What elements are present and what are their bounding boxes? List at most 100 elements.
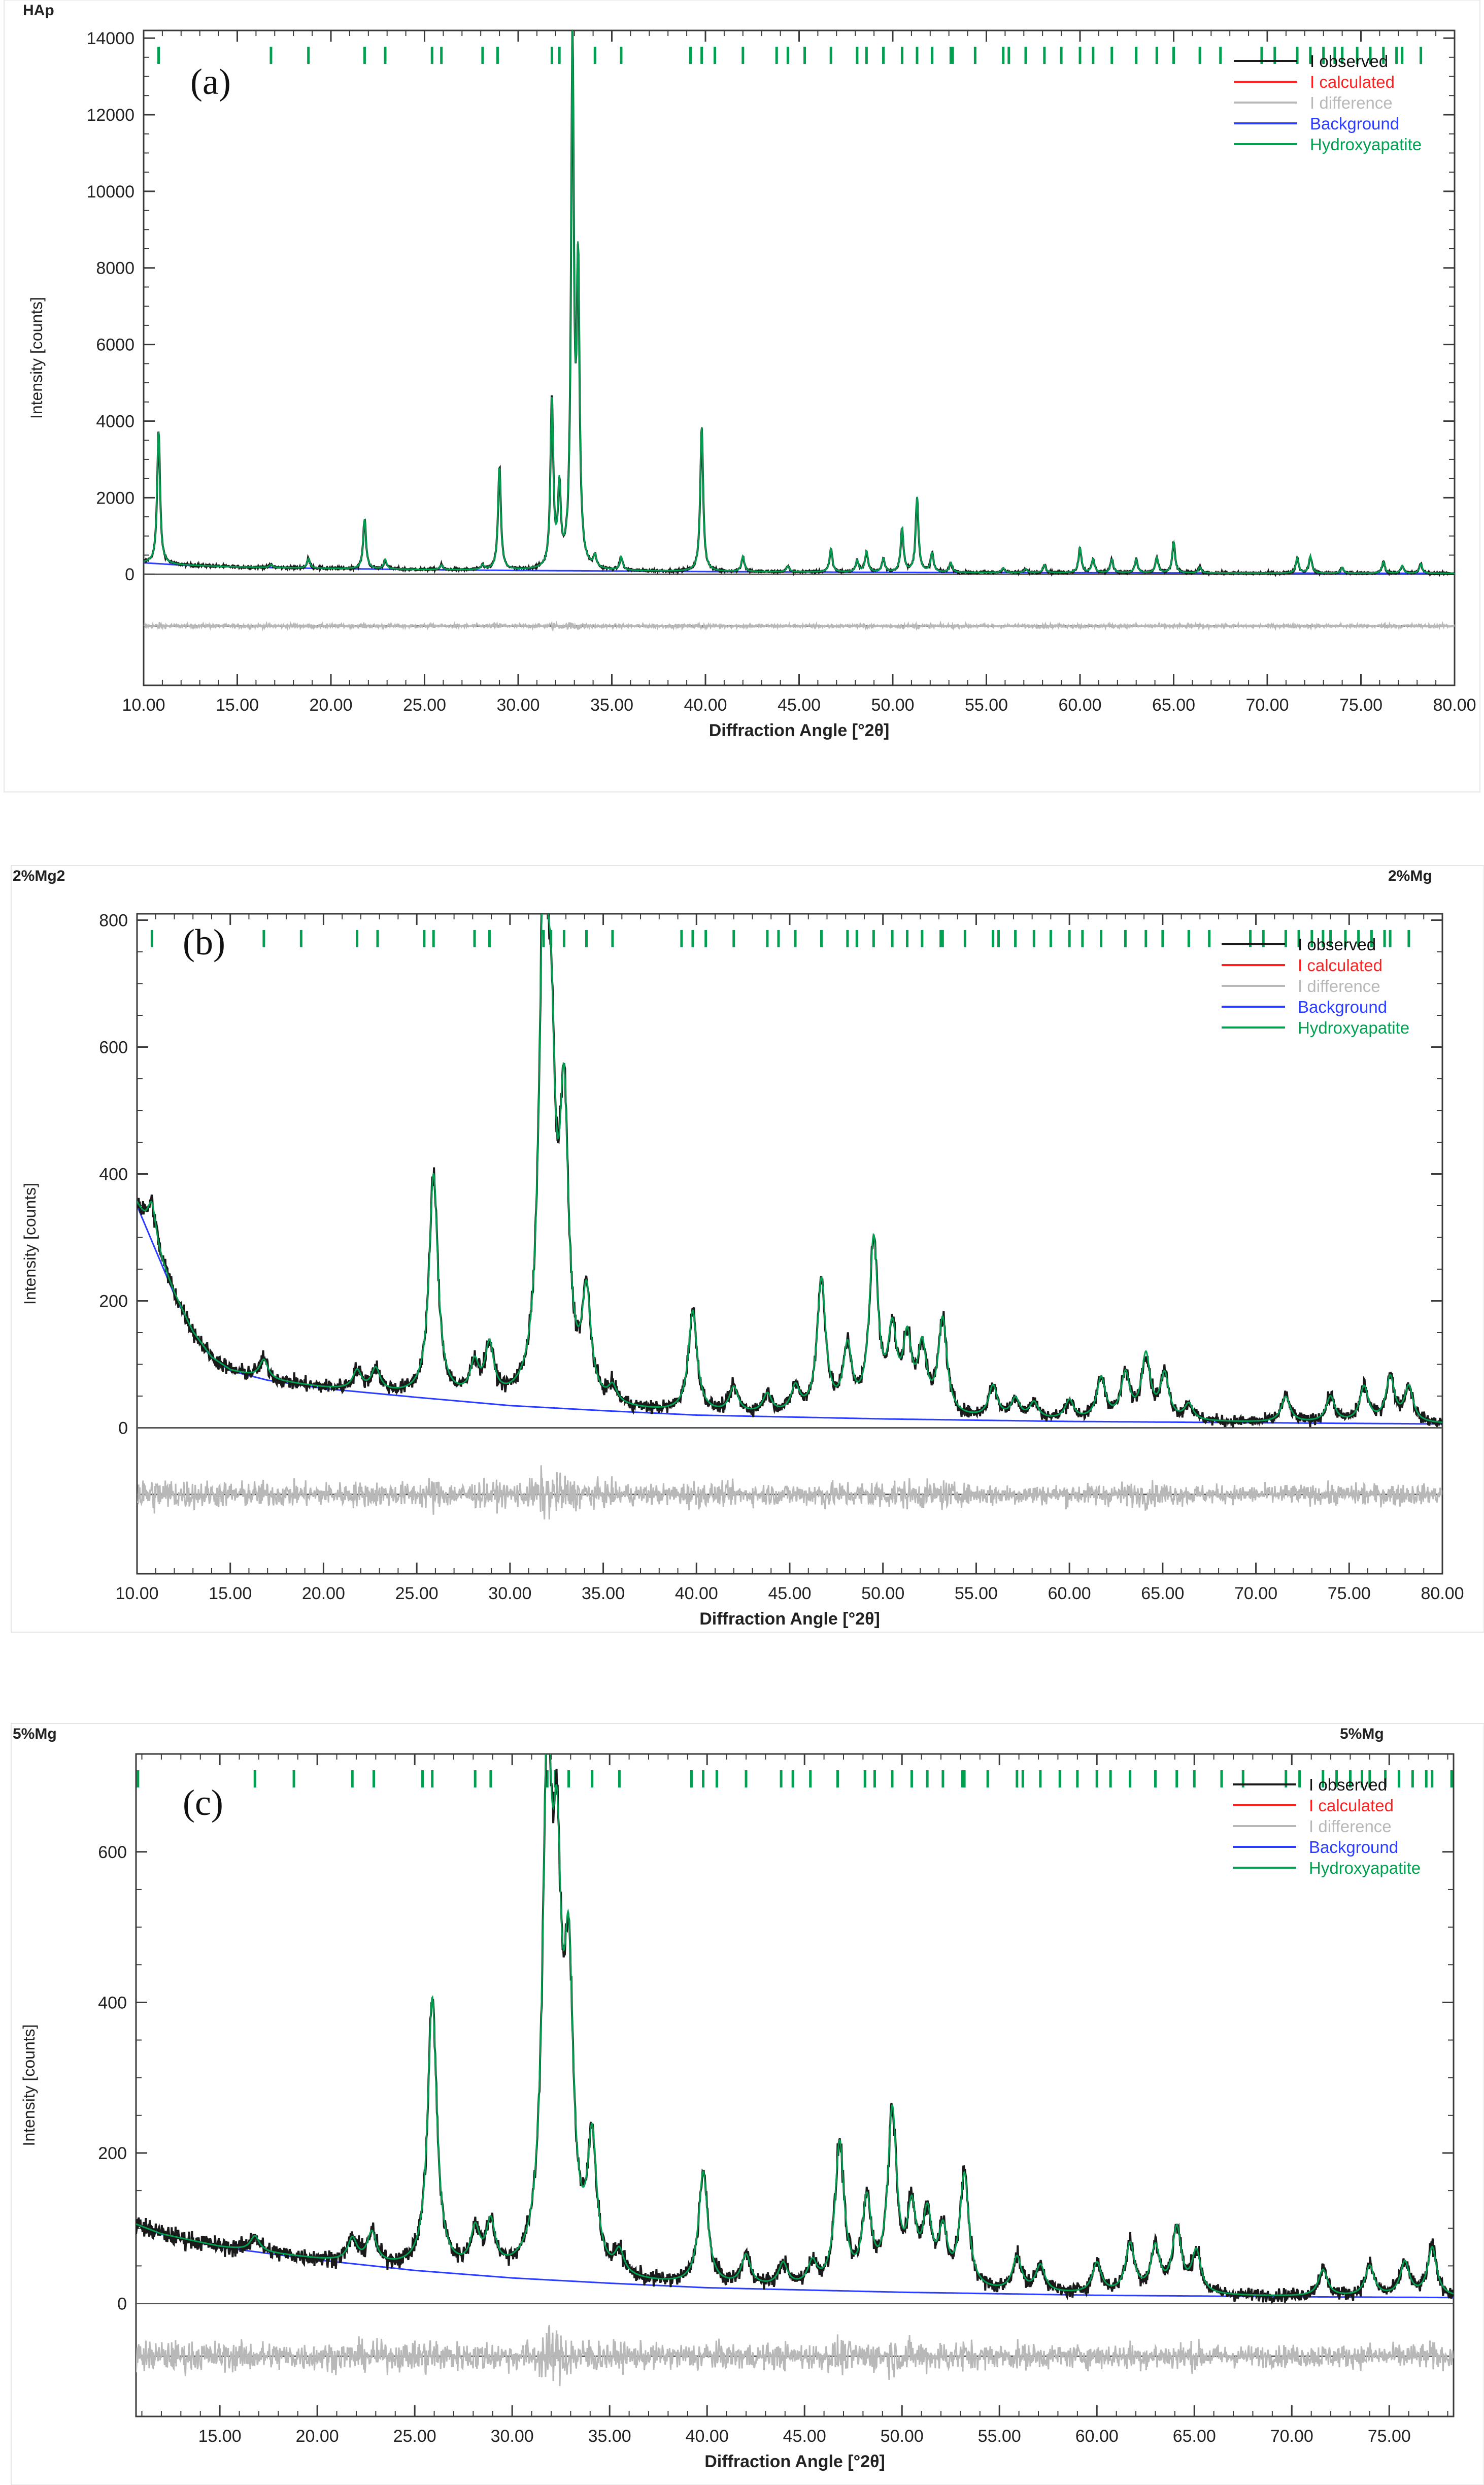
corner-label-right: 5%Mg (1340, 1726, 1384, 1742)
legend-entry: I difference (1310, 93, 1393, 112)
legend-entry: I difference (1298, 977, 1380, 996)
chart-panel-1: HAp(a)0200040006000800010000120001400010… (4, 0, 1480, 792)
y-axis: 0 2000 4000 6000 8000 10000 12000 14000 (86, 29, 1455, 584)
x-tick-label: 30.00 (491, 2427, 534, 2446)
x-tick-label: 15.00 (209, 1584, 252, 1603)
legend-entry: I observed (1309, 1775, 1387, 1794)
series-hydroxyapatite (136, 1754, 1454, 2296)
plot-traces (144, 30, 1455, 632)
chart-panel-2: 2%Mg2 2%Mg (b) 0 200 400 600 800 10.00 15.00 20.00… (11, 865, 1484, 1633)
corner-label-left: HAp (23, 2, 54, 19)
y-tick-label: 0 (118, 1419, 128, 1438)
x-tick-label: 50.00 (861, 1584, 904, 1603)
x-tick-label: 65.00 (1152, 695, 1195, 715)
y-tick-label: 600 (99, 1038, 128, 1057)
y-tick-label: 400 (99, 1165, 128, 1184)
x-tick-label: 55.00 (978, 2427, 1021, 2446)
y-tick-label: 400 (98, 1993, 127, 2012)
legend-entry: Hydroxyapatite (1309, 1859, 1421, 1877)
x-tick-label: 80.00 (1421, 1584, 1464, 1603)
series-hydroxyapatite (144, 30, 1455, 574)
legend-entry: I observed (1298, 935, 1376, 954)
legend-entry: I calculated (1309, 1796, 1394, 1815)
x-axis: 10.00 15.00 20.00 25.00 30.00 35.00 40.00 45.00… (122, 30, 1476, 715)
x-axis-title: Diffraction Angle [°2θ] (704, 2452, 885, 2471)
series-difference (137, 1465, 1442, 1520)
y-axis-title: Intensity [counts] (20, 2024, 38, 2146)
x-tick-label: 35.00 (582, 1584, 625, 1603)
y-tick-label: 0 (117, 2295, 127, 2314)
x-tick-label: 65.00 (1141, 1584, 1184, 1603)
y-tick-label: 0 (125, 565, 134, 584)
y-axis-title: Intensity [counts] (27, 297, 46, 419)
series-difference (136, 2325, 1454, 2387)
y-tick-label: 200 (98, 2144, 127, 2163)
plot-area (135, 1753, 1455, 2417)
panel-label: (a) (190, 61, 231, 102)
legend-entry: I calculated (1298, 956, 1382, 975)
legend: I observed I calculated I difference Backgr… (1233, 1775, 1421, 1877)
x-axis: 15.00 20.00 25.00 30.00 35.00 40.00 45.00 50.00… (141, 1754, 1448, 2446)
reflection-tick-row (137, 1770, 1453, 1787)
x-tick-label: 35.00 (588, 2427, 631, 2446)
x-tick-label: 60.00 (1048, 1584, 1091, 1603)
legend-entry: Hydroxyapatite (1310, 135, 1422, 154)
x-tick-label: 40.00 (675, 1584, 718, 1603)
y-tick-label: 8000 (96, 259, 134, 278)
x-tick-label: 70.00 (1245, 695, 1289, 715)
panel-frame (11, 1723, 1484, 2485)
x-tick-label: 45.00 (783, 2427, 826, 2446)
x-tick-label: 20.00 (309, 695, 352, 715)
panel-frame (4, 0, 1480, 792)
x-tick-label: 60.00 (1058, 695, 1101, 715)
x-tick-label: 30.00 (496, 695, 539, 715)
x-tick-label: 70.00 (1270, 2427, 1313, 2446)
panel-frame (11, 865, 1484, 1633)
y-tick-label: 14000 (86, 29, 134, 48)
y-tick-label: 12000 (86, 106, 134, 125)
y-axis: 0 200 400 600 (98, 1843, 1454, 2314)
x-tick-label: 80.00 (1433, 695, 1476, 715)
y-tick-label: 600 (98, 1843, 127, 1862)
x-tick-label: 30.00 (488, 1584, 531, 1603)
y-tick-label: 800 (99, 911, 128, 931)
legend-entry: I observed (1310, 52, 1388, 71)
y-axis: 0 200 400 600 800 (99, 911, 1442, 1438)
plot-traces (136, 1754, 1454, 2387)
x-axis-title: Diffraction Angle [°2θ] (699, 1609, 880, 1629)
y-tick-label: 10000 (86, 182, 134, 202)
x-tick-label: 25.00 (395, 1584, 439, 1603)
panel-label: (c) (183, 1782, 223, 1823)
panel-label: (b) (183, 922, 225, 963)
x-tick-label: 55.00 (955, 1584, 998, 1603)
x-tick-label: 40.00 (686, 2427, 729, 2446)
x-tick-label: 45.00 (768, 1584, 811, 1603)
series-observed (137, 914, 1442, 1429)
x-tick-label: 55.00 (965, 695, 1008, 715)
reflection-tick-row (157, 47, 1423, 64)
x-tick-label: 60.00 (1075, 2427, 1119, 2446)
legend: I observed I calculated I difference Backgr… (1222, 935, 1409, 1037)
y-tick-label: 4000 (96, 412, 134, 431)
x-axis-title: Diffraction Angle [°2θ] (709, 721, 890, 740)
corner-label-left: 2%Mg2 (13, 868, 65, 884)
x-tick-label: 10.00 (122, 695, 165, 715)
x-tick-label: 20.00 (296, 2427, 339, 2446)
legend-entry: Background (1310, 114, 1399, 133)
series-hydroxyapatite (137, 914, 1442, 1423)
y-axis-title: Intensity [counts] (21, 1183, 39, 1305)
x-tick-label: 50.00 (871, 695, 914, 715)
y-tick-label: 2000 (96, 488, 134, 508)
y-tick-label: 200 (99, 1292, 128, 1311)
x-tick-label: 70.00 (1234, 1584, 1277, 1603)
x-tick-label: 15.00 (198, 2427, 242, 2446)
x-tick-label: 65.00 (1173, 2427, 1216, 2446)
x-tick-label: 15.00 (216, 695, 259, 715)
x-tick-label: 75.00 (1328, 1584, 1371, 1603)
legend-entry: Background (1309, 1838, 1398, 1857)
x-tick-label: 75.00 (1368, 2427, 1411, 2446)
x-tick-label: 75.00 (1339, 695, 1382, 715)
legend-entry: Background (1298, 998, 1387, 1016)
legend: I observed I calculated I difference Backgr… (1234, 52, 1422, 154)
